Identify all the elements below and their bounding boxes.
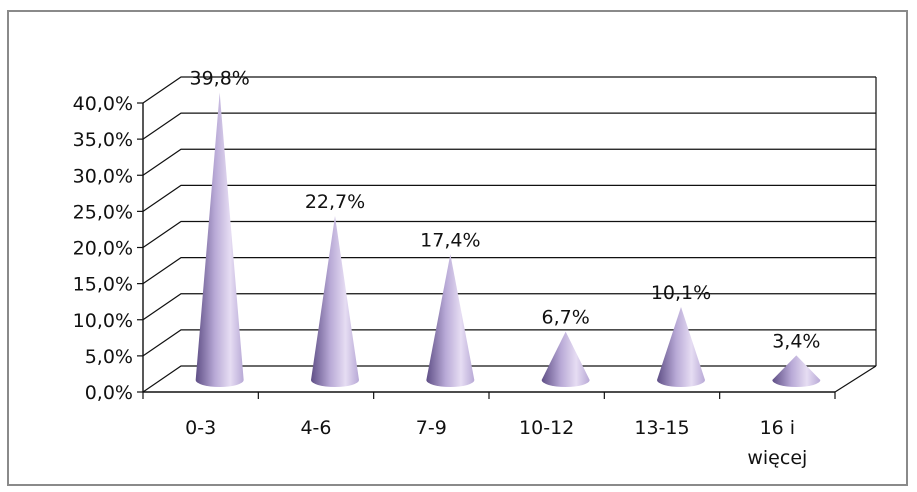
x-category-label-3: 10-12 [519,417,574,439]
y-tick-label-6: 30,0% [73,165,133,187]
cone-0 [195,92,244,388]
gridline-0 [142,365,876,393]
x-category-labels: 0-3 4-6 7-9 10-12 13-15 16 i więcej [185,417,807,469]
gridline-1 [142,329,876,357]
x-category-label-0: 0-3 [185,417,216,439]
cone-3 [541,331,590,388]
gridline-5 [142,184,876,212]
data-label-3: 6,7% [542,307,590,329]
cone-2 [426,254,475,388]
floor-right-edge [834,365,877,393]
y-tick-label-5: 25,0% [73,201,133,223]
y-tick-label-1: 5,0% [85,346,133,368]
y-tick-label-4: 20,0% [73,238,133,260]
axes [137,77,877,399]
gridline-7 [142,112,876,140]
x-category-label-5: 16 i więcej [747,417,807,469]
gridline-3 [142,257,876,285]
x-category-label-4: 13-15 [634,417,689,439]
data-labels: 39,8% 22,7% 17,4% 6,7% 10,1% 3,4% [189,67,820,352]
data-label-1: 22,7% [305,191,365,213]
cone-5 [772,355,821,388]
y-tick-labels: 0,0% 5,0% 10,0% 15,0% 20,0% 25,0% 30,0% 35,0% 40… [73,93,133,404]
data-label-0: 39,8% [189,67,249,89]
y-tick-label-3: 15,0% [73,274,133,296]
y-tick-label-0: 0,0% [85,382,133,404]
gridline-2 [142,293,876,321]
x-category-label-2: 7-9 [416,417,447,439]
data-label-4: 10,1% [651,282,711,304]
gridline-8 [142,76,876,104]
chart-frame [7,10,908,486]
cone-1 [311,215,359,387]
x-category-label-1: 4-6 [300,417,331,439]
gridline-4 [142,220,876,248]
data-label-5: 3,4% [772,330,820,352]
cones [195,92,821,388]
y-tick-label-2: 10,0% [73,310,133,332]
gridlines [142,76,876,393]
data-label-2: 17,4% [420,229,480,251]
y-tick-label-7: 35,0% [73,129,133,151]
y-tick-label-8: 40,0% [73,93,133,115]
gridline-6 [142,148,876,176]
cone-4 [657,307,705,387]
